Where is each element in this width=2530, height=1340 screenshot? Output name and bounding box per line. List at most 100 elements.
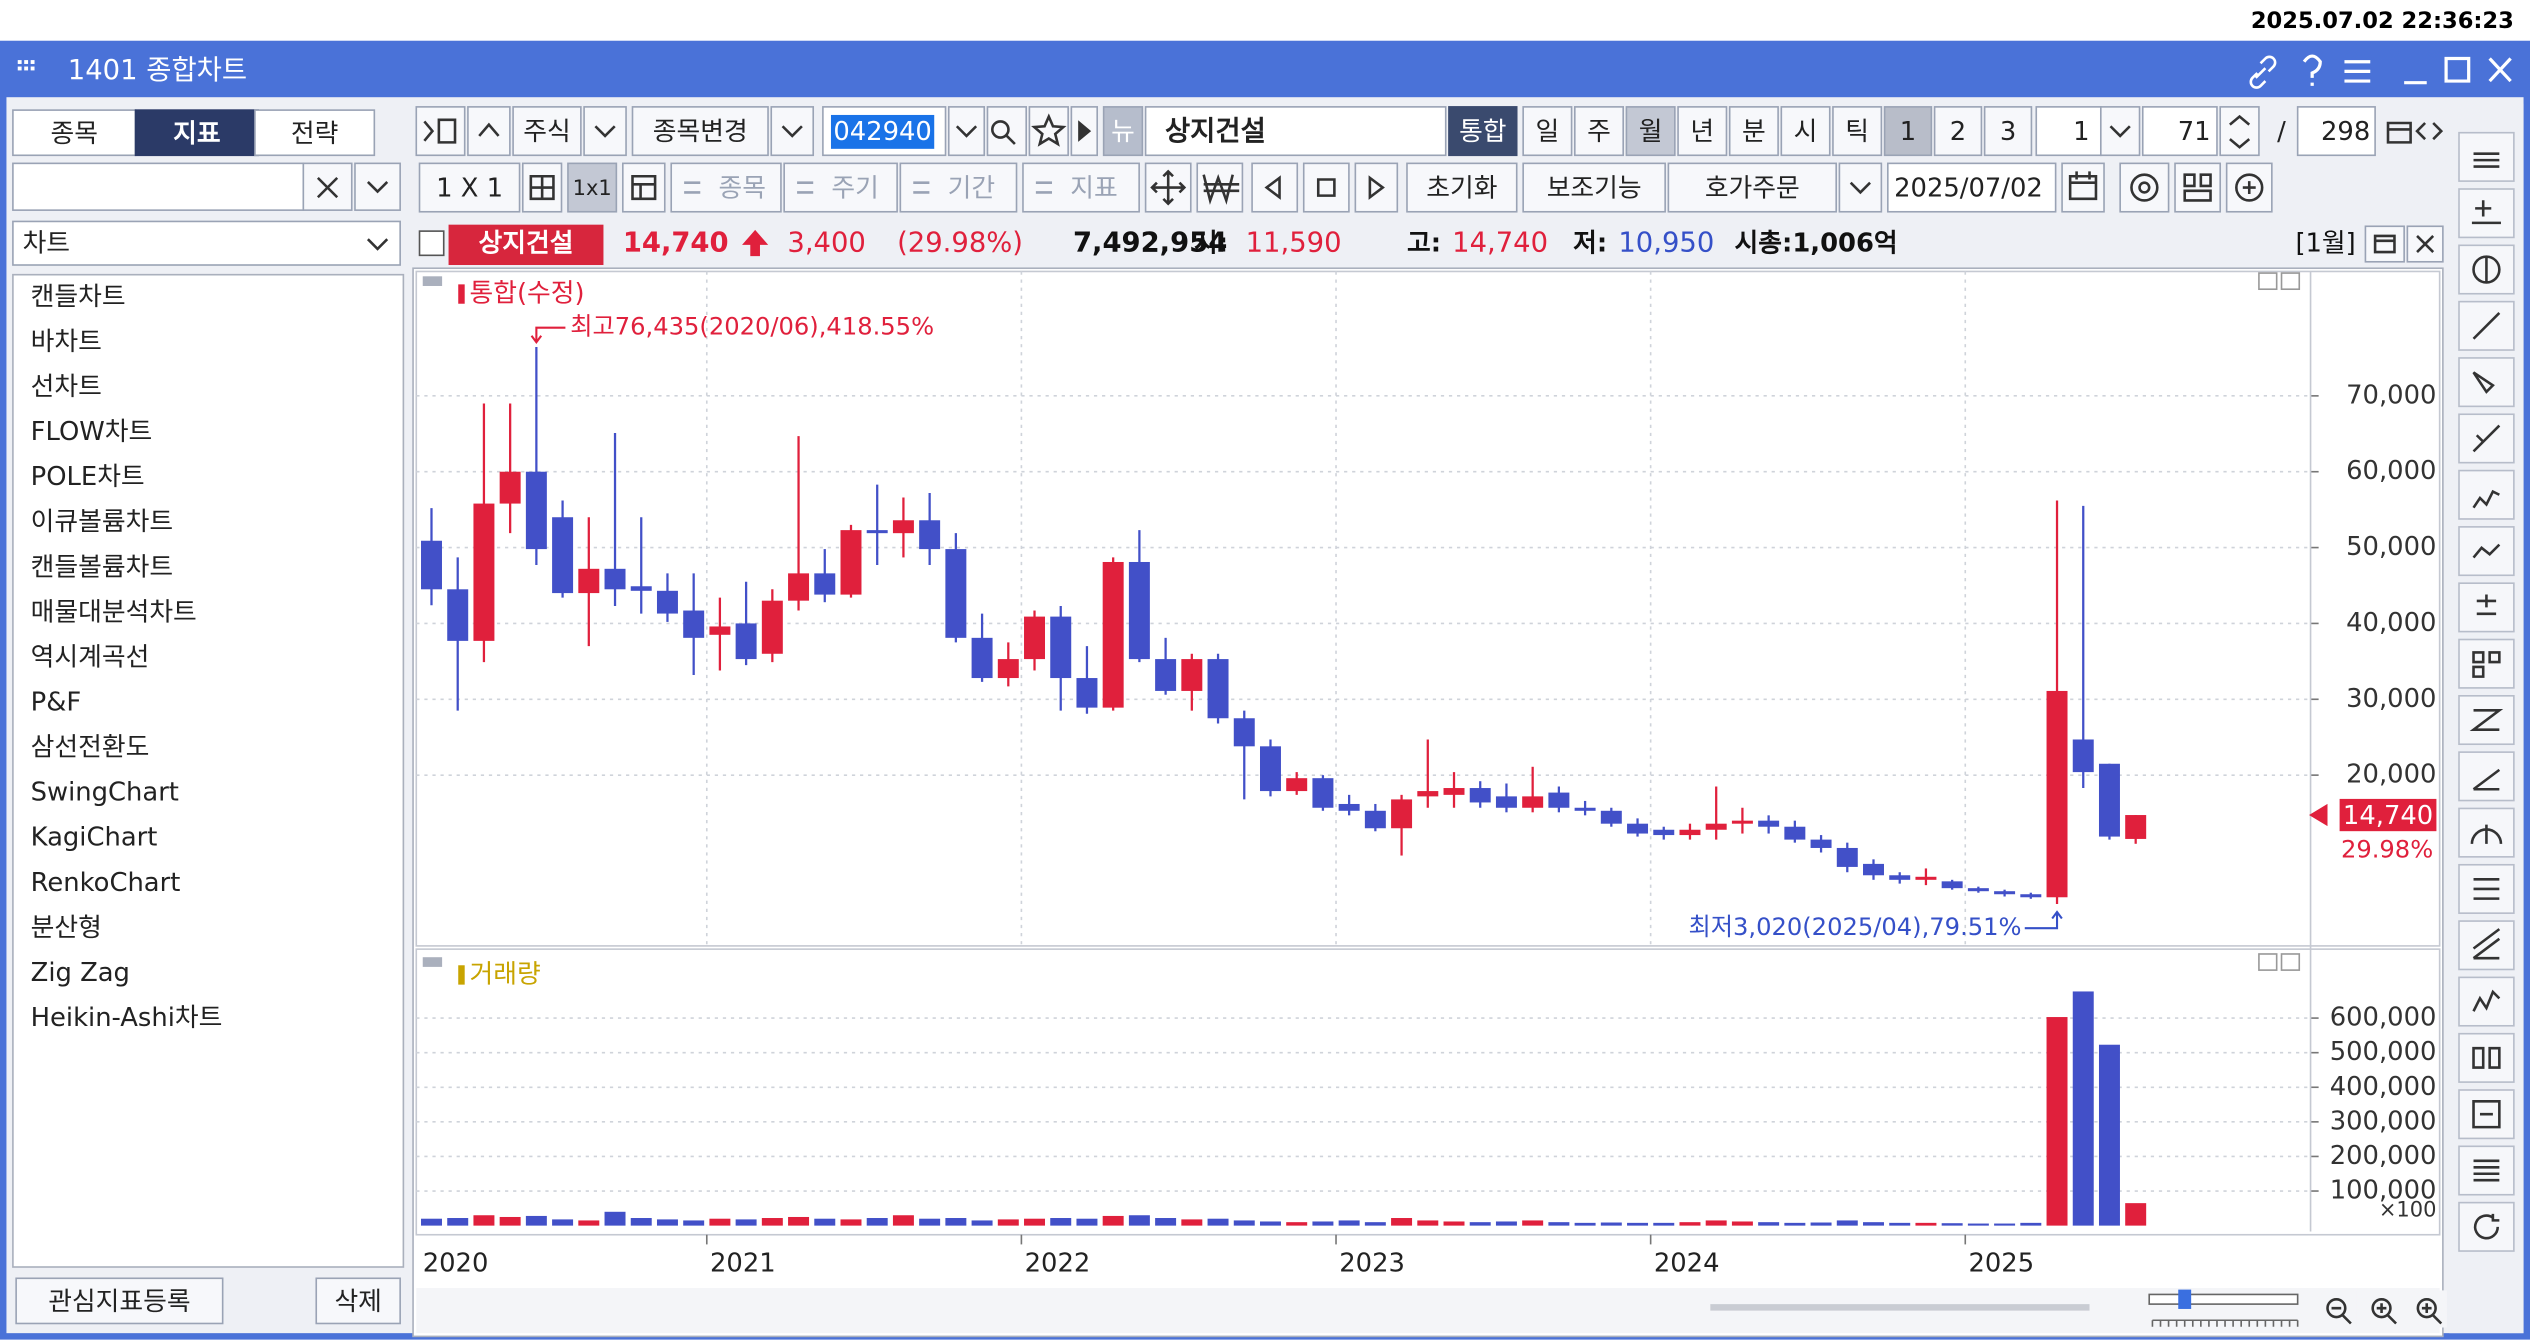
list-item[interactable]: 선차트: [31, 372, 102, 402]
volume-bar: [2020, 1222, 2042, 1226]
search-input[interactable]: [12, 162, 305, 211]
tool-button[interactable]: [2458, 976, 2515, 1027]
icon-button[interactable]: [467, 106, 511, 157]
list-item[interactable]: KagiChart: [31, 823, 158, 853]
y-tick-label: 20,000: [2346, 760, 2436, 790]
tool-button[interactable]: [2458, 188, 2515, 239]
multiplier-button[interactable]: [1933, 106, 1983, 157]
list-item[interactable]: 바차트: [31, 327, 102, 357]
period-button[interactable]: [1780, 106, 1831, 157]
dropdown-button[interactable]: [583, 106, 627, 157]
dropdown-button[interactable]: [947, 106, 986, 157]
list-item[interactable]: FLOW차트: [31, 417, 153, 447]
candle-body: [2072, 739, 2094, 773]
icon-button[interactable]: [2174, 162, 2222, 213]
dropdown-button[interactable]: [2099, 106, 2141, 157]
list-item[interactable]: 캔들볼륨차트: [31, 552, 173, 582]
order-button[interactable]: [1667, 162, 1837, 213]
tab[interactable]: [254, 109, 376, 157]
list-item[interactable]: Heikin-Ashi차트: [31, 1003, 223, 1033]
merged-button[interactable]: [1448, 106, 1518, 157]
list-item[interactable]: 캔들차트: [31, 282, 126, 312]
prev-button[interactable]: [1251, 162, 1299, 213]
multiplier-button[interactable]: [1883, 106, 1933, 157]
period-button[interactable]: [1625, 106, 1676, 157]
date-input[interactable]: [1887, 162, 2057, 213]
zoom-slider[interactable]: [2148, 1293, 2299, 1305]
tool-button[interactable]: [2458, 131, 2515, 182]
calendar-button[interactable]: [2061, 162, 2105, 213]
filter-label: 주기: [831, 174, 878, 204]
list-item[interactable]: 이큐볼륨차트: [31, 507, 173, 537]
panel-icon: [422, 957, 443, 967]
tool-button[interactable]: [2458, 638, 2515, 689]
count-input[interactable]: [2141, 106, 2218, 157]
menu-dots: [24, 66, 29, 71]
dropdown-button[interactable]: [354, 162, 401, 211]
restore-button[interactable]: [2364, 225, 2405, 263]
delete-button[interactable]: [315, 1277, 401, 1325]
period-button[interactable]: [1573, 106, 1625, 157]
icon: [1150, 169, 1187, 206]
news-button[interactable]: [1102, 106, 1144, 157]
period-button[interactable]: [1728, 106, 1779, 157]
tool-icon: [2472, 989, 2501, 1012]
filter-button[interactable]: [783, 162, 898, 213]
filter-button[interactable]: [899, 162, 1018, 213]
period-button[interactable]: [1677, 106, 1728, 157]
period-button[interactable]: [1832, 106, 1883, 157]
dropdown-button[interactable]: [1838, 162, 1883, 213]
list-item[interactable]: Zig Zag: [31, 958, 130, 988]
reset-button[interactable]: [1406, 162, 1518, 213]
multiplier-button[interactable]: [1983, 106, 2033, 157]
tool-button[interactable]: [2458, 469, 2515, 520]
aux-button[interactable]: [1522, 162, 1666, 213]
slider-handle[interactable]: [2178, 1289, 2192, 1309]
filter-button[interactable]: [670, 162, 782, 213]
settings-button[interactable]: [2119, 162, 2170, 213]
candle-body: [447, 589, 469, 641]
checkbox[interactable]: [418, 230, 445, 257]
next-button[interactable]: [1354, 162, 1399, 213]
panel-button[interactable]: [2280, 953, 2301, 971]
period-button[interactable]: [1522, 106, 1573, 157]
tool-button[interactable]: [2458, 1145, 2515, 1196]
tool-button[interactable]: [2458, 751, 2515, 802]
layout-button[interactable]: [418, 162, 521, 213]
candle-body: [1102, 561, 1124, 708]
volume-bar: [1548, 1222, 1570, 1226]
button[interactable]: [512, 106, 582, 157]
panel-button[interactable]: [2280, 272, 2301, 291]
filter-button[interactable]: [1022, 162, 1140, 213]
icon: [2326, 1297, 2352, 1325]
interval-input[interactable]: [2035, 106, 2102, 157]
dropdown[interactable]: [12, 220, 401, 266]
list-item[interactable]: 매물대분석차트: [31, 597, 197, 627]
tool-button[interactable]: [2458, 920, 2515, 971]
tool-button[interactable]: [2458, 807, 2515, 858]
volume-bar: [814, 1218, 836, 1226]
stop-button[interactable]: [1302, 162, 1350, 213]
search-button[interactable]: [986, 106, 1028, 157]
button[interactable]: [631, 106, 769, 157]
list-item[interactable]: 삼선전환도: [31, 733, 150, 763]
tool-button[interactable]: [2458, 1032, 2515, 1083]
currency-button[interactable]: [1196, 162, 1244, 213]
register-button[interactable]: [15, 1277, 224, 1325]
icon-button[interactable]: [622, 162, 666, 213]
list-item[interactable]: 분산형: [31, 913, 102, 943]
list-item[interactable]: SwingChart: [31, 778, 179, 808]
menu-dots: [24, 60, 29, 64]
tool-button[interactable]: [2458, 1201, 2515, 1252]
list-item[interactable]: P&F: [31, 688, 82, 718]
list-item[interactable]: POLE차트: [31, 462, 145, 492]
tool-icon: [2472, 489, 2500, 509]
icon-button[interactable]: [415, 106, 466, 157]
list-item[interactable]: 역시계곡선: [31, 642, 150, 672]
panel-button[interactable]: [2258, 953, 2278, 971]
layout-small-button[interactable]: [567, 162, 618, 213]
list-item[interactable]: RenkoChart: [31, 868, 181, 898]
dropdown-button[interactable]: [770, 106, 815, 157]
panel-icon: [422, 276, 443, 286]
panel-button[interactable]: [2258, 272, 2278, 291]
